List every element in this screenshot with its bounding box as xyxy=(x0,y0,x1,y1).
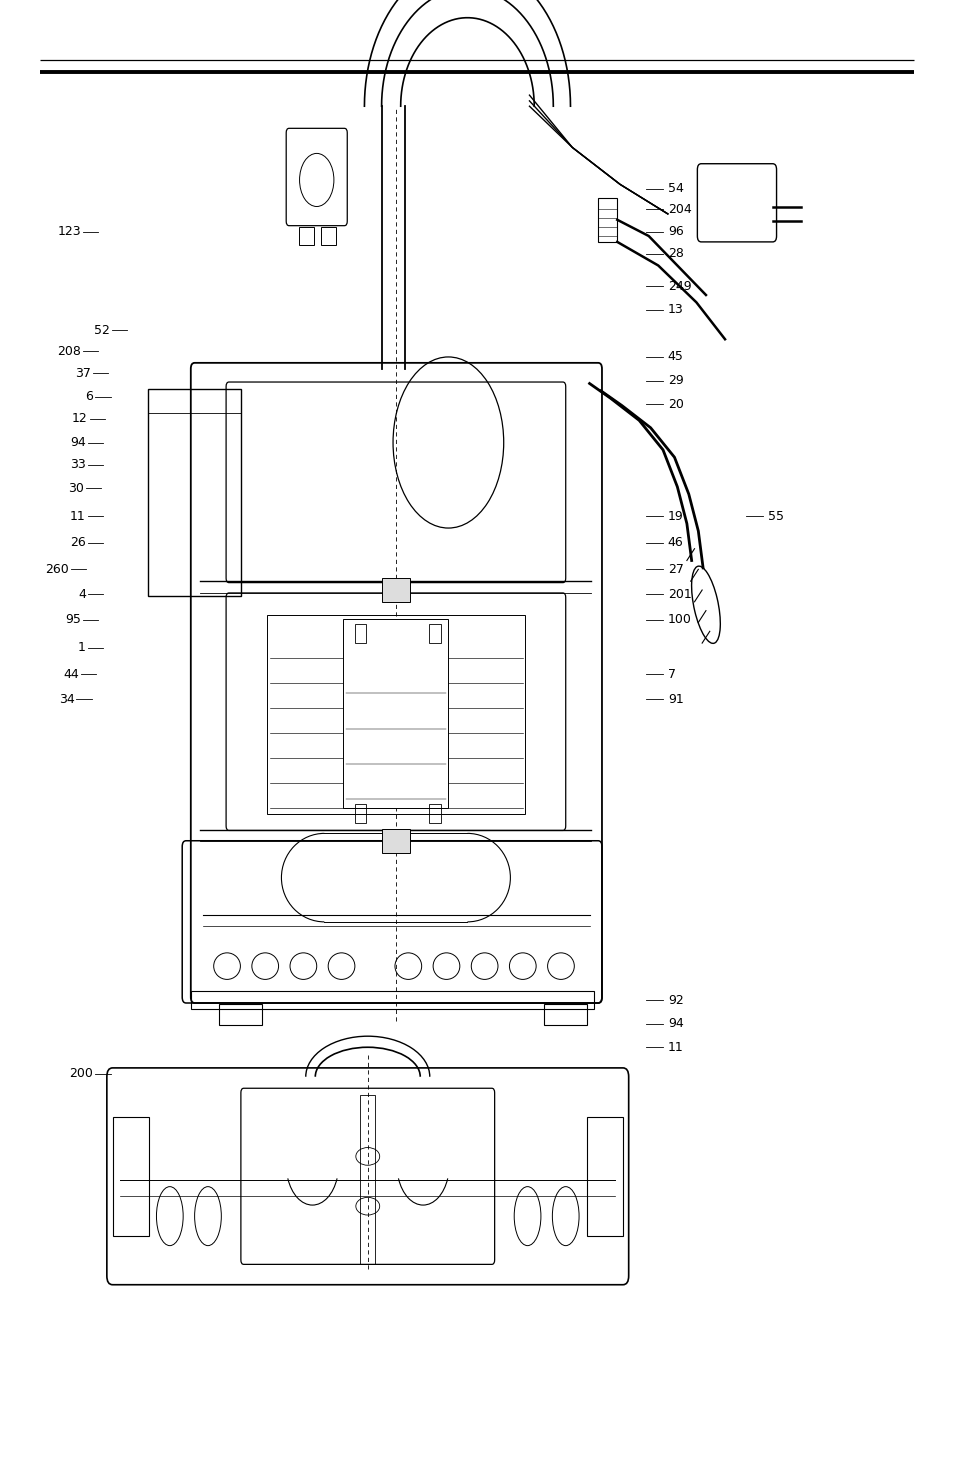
Text: 20: 20 xyxy=(667,398,683,410)
Text: 19: 19 xyxy=(667,510,683,522)
Text: 200: 200 xyxy=(70,1068,93,1080)
Text: 249: 249 xyxy=(667,280,691,292)
Bar xyxy=(267,615,524,814)
Text: 11: 11 xyxy=(70,510,86,522)
Bar xyxy=(429,624,440,643)
Bar xyxy=(359,1094,375,1264)
Text: 52: 52 xyxy=(93,324,110,336)
Bar xyxy=(355,624,366,643)
Bar xyxy=(355,804,366,823)
Bar xyxy=(381,578,410,602)
Text: 208: 208 xyxy=(57,345,81,357)
Bar xyxy=(320,227,335,245)
Bar xyxy=(543,1004,586,1025)
Bar xyxy=(298,227,314,245)
Bar xyxy=(598,198,617,242)
Text: 95: 95 xyxy=(65,614,81,625)
Text: 204: 204 xyxy=(667,204,691,215)
Text: 45: 45 xyxy=(667,351,683,363)
Bar xyxy=(381,829,410,853)
Text: 12: 12 xyxy=(71,413,88,425)
Text: 94: 94 xyxy=(70,437,86,448)
Text: 44: 44 xyxy=(63,668,79,680)
Text: 1: 1 xyxy=(78,642,86,653)
Text: 11: 11 xyxy=(667,1041,683,1053)
Text: 96: 96 xyxy=(667,226,683,237)
Text: 54: 54 xyxy=(667,183,683,195)
Bar xyxy=(343,620,448,808)
Text: 94: 94 xyxy=(667,1018,683,1030)
Text: 37: 37 xyxy=(74,367,91,379)
Bar xyxy=(219,1004,262,1025)
Text: 26: 26 xyxy=(70,537,86,549)
Bar xyxy=(586,1117,622,1236)
Text: 92: 92 xyxy=(667,994,683,1006)
Text: 91: 91 xyxy=(667,693,683,705)
Bar xyxy=(429,804,440,823)
Text: 30: 30 xyxy=(68,482,84,494)
Text: 55: 55 xyxy=(767,510,783,522)
Bar xyxy=(148,389,241,596)
Text: 6: 6 xyxy=(86,391,93,403)
Text: 7: 7 xyxy=(667,668,675,680)
Text: 100: 100 xyxy=(667,614,691,625)
Text: 4: 4 xyxy=(78,589,86,600)
Text: 13: 13 xyxy=(667,304,683,316)
Text: 29: 29 xyxy=(667,375,683,386)
Bar xyxy=(112,1117,149,1236)
Text: 34: 34 xyxy=(58,693,74,705)
Text: 260: 260 xyxy=(45,563,69,575)
Text: 46: 46 xyxy=(667,537,683,549)
Text: 33: 33 xyxy=(70,459,86,471)
Text: 123: 123 xyxy=(57,226,81,237)
Text: 28: 28 xyxy=(667,248,683,260)
Bar xyxy=(191,991,594,1009)
Text: 27: 27 xyxy=(667,563,683,575)
Text: 201: 201 xyxy=(667,589,691,600)
